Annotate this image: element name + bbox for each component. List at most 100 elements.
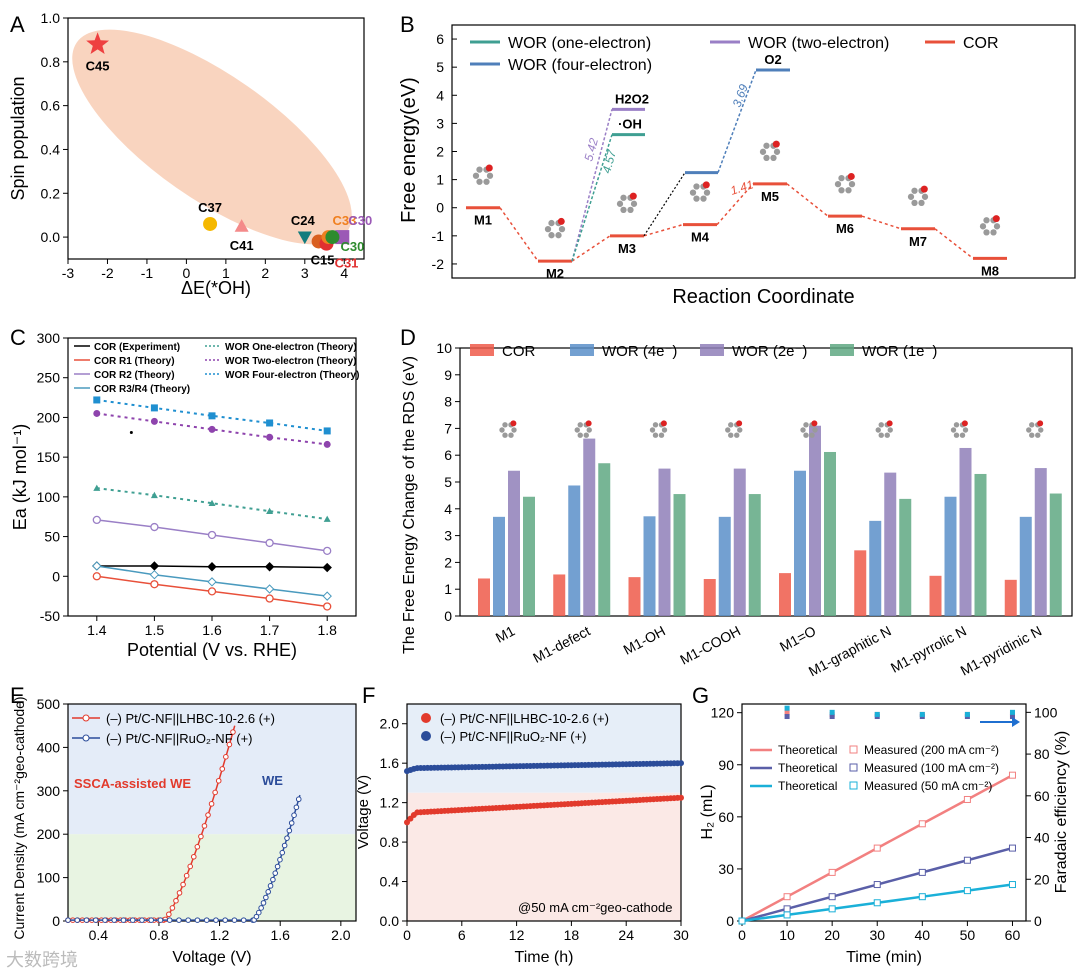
- oxygen-atom: [992, 215, 1000, 223]
- data-point: [279, 849, 286, 856]
- data-point: [323, 602, 332, 611]
- data-point: [207, 577, 217, 587]
- category-label: M1-defect: [530, 622, 593, 665]
- data-point: [166, 917, 173, 923]
- atom: [875, 427, 881, 433]
- data-point: [169, 905, 176, 911]
- faradaic-point: [919, 711, 925, 717]
- x-tick-label: -1: [141, 265, 154, 281]
- measured-point: [963, 887, 971, 895]
- data-point: [264, 584, 275, 594]
- data-point: [293, 804, 300, 811]
- plot-frame: [406, 703, 682, 922]
- y-tick-label: 200: [37, 826, 61, 842]
- y-tick-label: 2: [436, 144, 444, 160]
- bar-M1-pyrrolic N-WOR (1e⁻): [974, 473, 987, 616]
- barrier-label-two: 5.42: [581, 136, 601, 162]
- y-tick-label: 1.0: [41, 10, 61, 26]
- atom: [834, 181, 842, 188]
- bar-M1-defect-WOR (4e⁻): [568, 485, 581, 616]
- data-point: [92, 917, 99, 923]
- oxygen-atom: [886, 420, 893, 427]
- annotation-we: WE: [262, 773, 283, 788]
- structure-icon: [875, 420, 893, 438]
- y-tick-label: 0: [52, 568, 60, 584]
- atom: [630, 200, 638, 207]
- atom: [725, 427, 731, 433]
- data-point: [284, 835, 290, 841]
- data-point: [260, 900, 267, 906]
- data-point: [65, 917, 71, 923]
- data-point: [263, 894, 269, 901]
- y-axis-label: Ea (kJ mol⁻¹): [10, 424, 30, 531]
- measured-point: [738, 917, 746, 925]
- legend-label: Theoretical: [778, 779, 837, 793]
- faradaic-point: [1009, 709, 1015, 715]
- region-upper: [68, 704, 356, 835]
- point-label: C30: [348, 213, 372, 228]
- atom: [728, 422, 734, 428]
- category-label: M1-pyridinic N: [958, 623, 1045, 679]
- atom: [950, 427, 957, 433]
- bar-M1-graphitic N-WOR (4e⁻): [869, 520, 882, 616]
- y-tick-label: 4: [436, 87, 444, 103]
- oxygen-atom: [485, 164, 493, 172]
- atom: [555, 232, 562, 239]
- atom: [959, 432, 966, 438]
- legend-label: WOR Two-electron (Theory): [225, 356, 356, 367]
- legend-marker: [849, 745, 858, 754]
- bar-M1=O-WOR (1e⁻): [824, 451, 836, 616]
- data-point: [150, 404, 158, 412]
- measured-point: [918, 868, 926, 876]
- bar-M1-graphitic N-WOR (2e⁻): [884, 472, 897, 616]
- data-point: [219, 766, 226, 772]
- atom: [548, 232, 555, 239]
- measured-point: [783, 911, 791, 919]
- atom: [574, 427, 580, 433]
- panel-label-A: A: [10, 12, 25, 37]
- y-tick-label: 0.0: [41, 229, 61, 245]
- x-axis-label: Time (h): [515, 949, 574, 966]
- y-tick-label: 0.8: [380, 834, 400, 850]
- state-label-M3: M3: [618, 241, 636, 256]
- x-tick-label: 12: [509, 927, 525, 943]
- y-tick-label: 0: [726, 913, 734, 929]
- atom: [577, 422, 583, 428]
- bar-M1-OH-WOR (2e⁻): [658, 468, 671, 616]
- legend-label: Measured (50 mA cm⁻²): [864, 779, 992, 793]
- data-point: [166, 911, 172, 918]
- y-tick-label: 4: [444, 501, 452, 517]
- category-label: M1-pyrrolic N: [888, 623, 969, 676]
- data-point: [281, 842, 288, 849]
- atom: [627, 206, 634, 214]
- bar-M1-OH-COR: [628, 577, 641, 616]
- y-tick-label: 10: [436, 340, 452, 356]
- legend-label: WOR (1e⁻): [862, 343, 937, 360]
- bar-M1-pyrrolic N-WOR (2e⁻): [959, 447, 972, 616]
- legend-label: Theoretical: [778, 761, 837, 775]
- faradaic-point: [784, 705, 790, 711]
- y-tick-label: 400: [37, 739, 61, 755]
- four-electron-connector: [717, 69, 757, 173]
- bar-M1-graphitic N-COR: [854, 550, 867, 616]
- data-point: [93, 409, 101, 417]
- data-point: [194, 844, 201, 850]
- oxygen-atom: [961, 420, 968, 427]
- bar-M1-WOR (2e⁻): [508, 470, 520, 616]
- measured-point: [873, 899, 881, 907]
- y-tick-label: 100: [37, 870, 61, 886]
- y-tick-label: 250: [37, 370, 61, 386]
- measured-point: [963, 856, 971, 864]
- bar-M1-pyridinic N-COR: [1004, 579, 1017, 616]
- panel-label-D: D: [400, 325, 416, 350]
- oxygen-atom: [585, 420, 592, 427]
- bar-M1-COOH-WOR (1e⁻): [748, 494, 761, 616]
- data-point: [207, 530, 217, 540]
- bar-M1=O-WOR (2e⁻): [809, 425, 821, 616]
- atom: [1029, 432, 1035, 438]
- region-lower: [68, 834, 356, 921]
- highlight-ellipse: [72, 29, 352, 245]
- point-label: C37: [198, 200, 222, 215]
- atom: [953, 432, 960, 438]
- faradaic-point: [829, 709, 835, 715]
